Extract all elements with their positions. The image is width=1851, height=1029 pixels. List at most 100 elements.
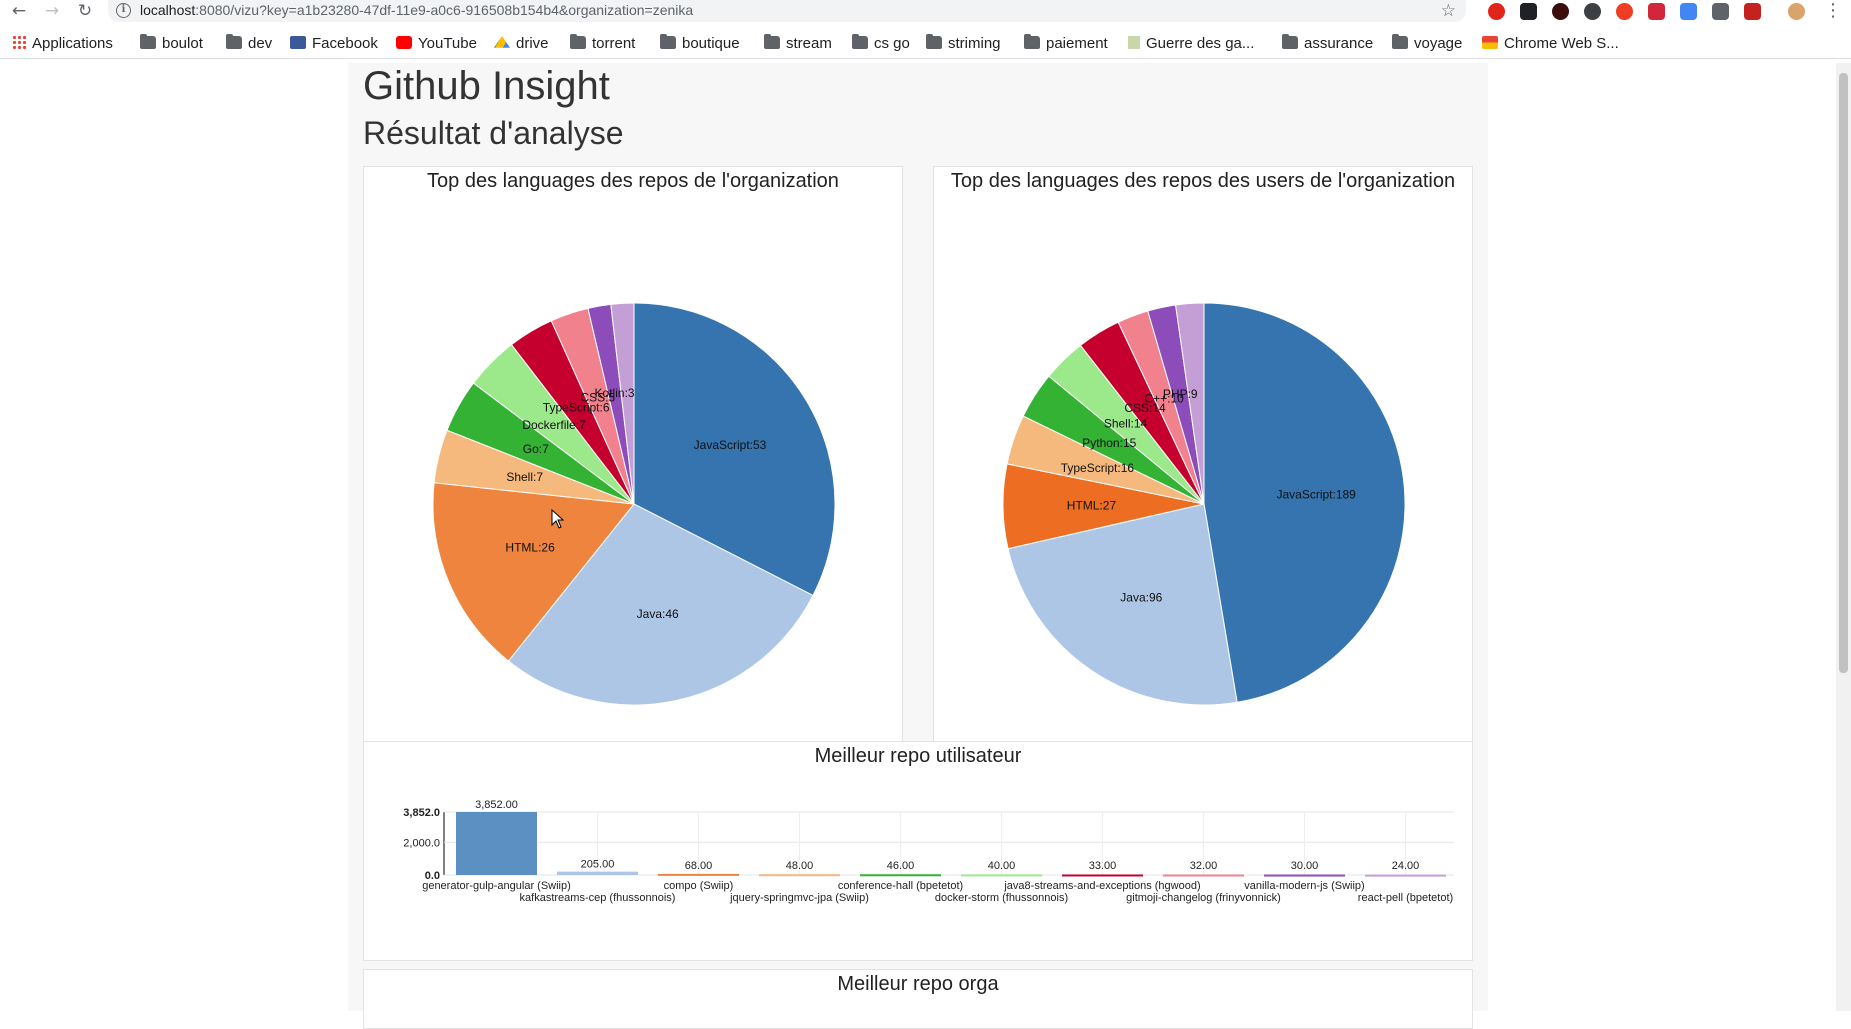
extension-icon[interactable] — [1552, 3, 1569, 20]
bookmark-applications[interactable]: Applications — [12, 34, 113, 54]
bar[interactable] — [658, 873, 739, 876]
address-bar[interactable]: i localhost:8080/vizu?key=a1b23280-47df-… — [108, 0, 1466, 22]
page-scrollbar[interactable] — [1836, 63, 1851, 1011]
folder-icon — [660, 34, 676, 49]
users-languages-title: Top des languages des repos des users de… — [950, 170, 1456, 192]
folder-icon — [852, 34, 868, 49]
x-tick-label: java8-streams-and-exceptions (hgwood) — [1003, 880, 1200, 892]
mail-extension-icon[interactable] — [1712, 3, 1729, 20]
pie-slice-label: JavaScript:53 — [694, 438, 767, 452]
pie-slice-label: Go:7 — [523, 442, 549, 456]
x-tick-label: react-pell (bpetetot) — [1358, 892, 1453, 904]
bar[interactable] — [557, 871, 638, 875]
pie-slice-label: Kotlin:3 — [595, 386, 635, 400]
forward-icon[interactable]: → — [44, 1, 60, 21]
folder-icon — [570, 34, 586, 49]
bookmark-voyage[interactable]: voyage — [1392, 34, 1462, 54]
bar[interactable] — [1163, 874, 1244, 877]
bar[interactable] — [1062, 874, 1143, 877]
bar-value-label: 205.00 — [581, 859, 615, 871]
pie-slice-label: Dockerfile:7 — [522, 418, 586, 432]
bookmark-torrent[interactable]: torrent — [570, 34, 635, 54]
pie-slice-label: HTML:26 — [505, 540, 555, 554]
folder-icon — [1024, 34, 1040, 49]
bar[interactable] — [759, 874, 840, 877]
folder-icon — [140, 34, 156, 49]
bookmark-chrome-web-store[interactable]: Chrome Web S... — [1482, 34, 1619, 54]
page-subtitle: Résultat d'analyse — [363, 115, 624, 151]
pie-slice[interactable] — [1175, 302, 1205, 505]
best-user-repo-panel: Meilleur repo utilisateur 0.0 2,000.0 3,85… — [363, 741, 1473, 961]
pie-slice-label: HTML:27 — [1067, 498, 1117, 512]
page-title: Github Insight — [363, 64, 610, 108]
x-tick-label: gitmoji-changelog (frinyvonnick) — [1126, 892, 1281, 904]
bar-value-label: 32.00 — [1190, 860, 1218, 872]
extension-icon[interactable] — [1616, 3, 1633, 20]
bar[interactable] — [1264, 874, 1345, 877]
pie-slice[interactable] — [1007, 503, 1238, 706]
main-container: Github Insight Résultat d'analyse Top de… — [348, 63, 1488, 1029]
opera-extension-icon[interactable] — [1488, 3, 1505, 20]
bookmark-boutique[interactable]: boutique — [660, 34, 740, 54]
calendar-extension-icon[interactable] — [1680, 3, 1697, 20]
org-languages-panel: Top des languages des repos de l'organiz… — [363, 166, 903, 744]
bookmark-assurance[interactable]: assurance — [1282, 34, 1373, 54]
chrome-web-store-icon — [1482, 36, 1498, 49]
extension-icon[interactable] — [1744, 3, 1761, 20]
pie-slice-label: JavaScript:189 — [1276, 488, 1356, 502]
bar[interactable] — [456, 812, 537, 875]
folder-icon — [1392, 34, 1408, 49]
pie-slice-label: CSS:14 — [1124, 401, 1166, 415]
extension-icon[interactable] — [1648, 3, 1665, 20]
y-tick-label: 3,852.0 — [403, 807, 440, 819]
bookmark-paiement[interactable]: paiement — [1024, 34, 1108, 54]
pie-slice-label: Java:96 — [1120, 590, 1162, 604]
info-icon[interactable]: i — [116, 3, 131, 18]
x-tick-label: generator-gulp-angular (Swiip) — [422, 880, 571, 892]
scrollbar-thumb[interactable] — [1839, 73, 1848, 673]
x-tick-label: compo (Swiip) — [664, 880, 734, 892]
bar-value-label: 48.00 — [786, 860, 814, 872]
profile-avatar[interactable] — [1788, 3, 1805, 20]
back-icon[interactable]: ← — [11, 1, 27, 21]
org-languages-title: Top des languages des repos de l'organiz… — [427, 170, 839, 192]
bar-value-label: 3,852.00 — [475, 799, 518, 811]
bar[interactable] — [860, 874, 941, 877]
facebook-icon — [290, 36, 306, 49]
pie-slice[interactable] — [610, 302, 635, 505]
pie-slice[interactable] — [1203, 302, 1406, 703]
bookmark-facebook[interactable]: Facebook — [290, 34, 378, 54]
bookmark-star-icon[interactable]: ☆ — [1440, 1, 1456, 21]
folder-icon — [764, 34, 780, 49]
folder-icon — [226, 34, 242, 49]
extension-icon[interactable] — [1584, 3, 1601, 20]
pie-slice-label: Shell:14 — [1104, 416, 1148, 430]
pie-slice[interactable] — [633, 302, 836, 597]
youtube-icon — [396, 36, 412, 49]
bookmark-cs-go[interactable]: cs go — [852, 34, 910, 54]
pie-slice-label: Python:15 — [1082, 436, 1136, 450]
bar[interactable] — [961, 874, 1042, 877]
best-user-repo-bar-chart: 0.0 2,000.0 3,852.0 3,852.00 generator-gulp-… — [403, 799, 1454, 904]
pie-slice[interactable] — [507, 503, 814, 706]
pie-slice-label: PHP:9 — [1163, 387, 1198, 401]
y-tick-label: 0.0 — [425, 870, 440, 882]
pie-slice-label: Java:46 — [637, 607, 679, 621]
org-languages-pie-chart: JavaScript:53 Java:46 HTML:26 Shell:7 Go:7 Do… — [432, 302, 836, 706]
bookmark-drive[interactable]: drive — [494, 34, 549, 54]
bookmark-boulot[interactable]: boulot — [140, 34, 203, 54]
bookmark-striming[interactable]: striming — [926, 34, 1001, 54]
bookmark-stream[interactable]: stream — [764, 34, 832, 54]
x-tick-label: docker-storm (fhussonnois) — [935, 892, 1068, 904]
drive-icon — [494, 36, 510, 48]
bar[interactable] — [1365, 874, 1446, 877]
reload-icon[interactable]: ↻ — [77, 1, 93, 21]
menu-icon[interactable]: ⋮ — [1824, 0, 1842, 21]
mouse-cursor — [551, 509, 565, 529]
extension-icon[interactable] — [1520, 3, 1537, 20]
bookmark-youtube[interactable]: YouTube — [396, 34, 477, 54]
bookmark-guerre-des-gaules[interactable]: Guerre des ga... — [1128, 34, 1254, 54]
pie-slice[interactable] — [432, 482, 635, 662]
bookmark-dev[interactable]: dev — [226, 34, 272, 54]
address-url[interactable]: localhost:8080/vizu?key=a1b23280-47df-11… — [140, 2, 694, 18]
